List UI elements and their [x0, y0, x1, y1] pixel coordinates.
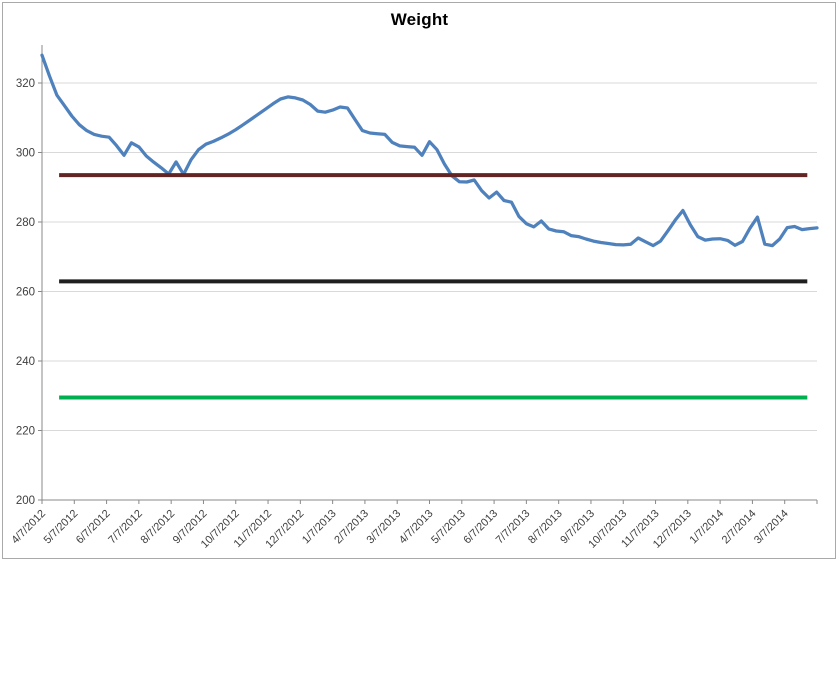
x-axis-date-label[interactable]: 1/7/2013: [300, 508, 339, 547]
y-axis-tick-label[interactable]: 320: [16, 78, 35, 90]
y-axis-tick-label[interactable]: 220: [16, 426, 35, 438]
x-axis-date-label[interactable]: 2/7/2014: [720, 508, 759, 547]
x-axis-date-label[interactable]: 3/7/2014: [752, 508, 791, 547]
y-axis-tick-label[interactable]: 200: [16, 495, 35, 507]
x-axis-date-label[interactable]: 5/7/2013: [429, 508, 468, 547]
y-axis-tick-label[interactable]: 260: [16, 287, 35, 299]
x-axis-date-label[interactable]: 7/7/2012: [106, 508, 145, 547]
chart-title[interactable]: Weight: [390, 10, 449, 29]
x-axis-date-label[interactable]: 8/7/2013: [526, 508, 565, 547]
x-axis-date-label[interactable]: 4/7/2012: [9, 508, 48, 547]
x-axis-date-label[interactable]: 6/7/2013: [461, 508, 500, 547]
x-axis-date-label[interactable]: 4/7/2013: [397, 508, 436, 547]
y-axis-tick-label[interactable]: 280: [16, 217, 35, 229]
x-axis-date-label[interactable]: 8/7/2012: [139, 508, 178, 547]
x-axis-date-label[interactable]: 1/7/2014: [687, 508, 726, 547]
x-axis-date-label[interactable]: 5/7/2012: [42, 508, 81, 547]
x-axis-date-label[interactable]: 7/7/2013: [494, 508, 533, 547]
x-axis-date-label[interactable]: 3/7/2013: [365, 508, 404, 547]
y-axis-tick-label[interactable]: 300: [16, 148, 35, 160]
y-axis-tick-label[interactable]: 240: [16, 356, 35, 368]
series-weight-line[interactable]: [40, 53, 819, 248]
x-axis-date-label[interactable]: 6/7/2012: [74, 508, 113, 547]
x-axis-date-label[interactable]: 2/7/2013: [332, 508, 371, 547]
